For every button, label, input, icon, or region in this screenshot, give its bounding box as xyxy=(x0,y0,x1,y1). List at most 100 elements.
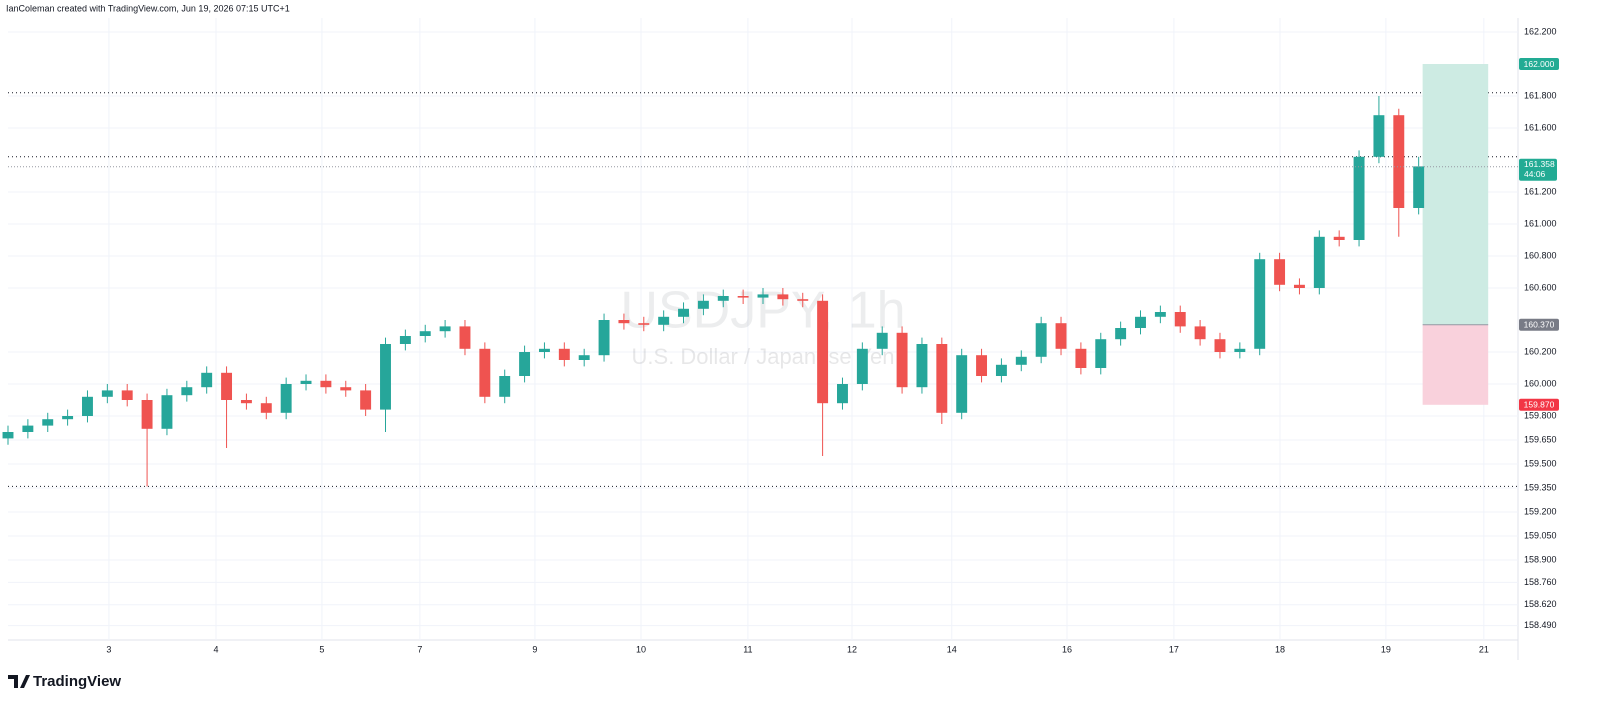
y-tick-label: 159.650 xyxy=(1524,434,1557,444)
candle-body xyxy=(161,395,173,429)
candle-body xyxy=(896,332,908,388)
candle-body xyxy=(459,326,471,349)
y-tick-label: 162.200 xyxy=(1524,26,1557,36)
candle-body xyxy=(837,384,848,404)
x-tick-label: 7 xyxy=(417,644,422,654)
candle-body xyxy=(1015,356,1027,365)
brand: TradingView xyxy=(33,673,121,690)
candle-body xyxy=(1333,236,1345,240)
candle-body xyxy=(717,296,729,301)
candle-body xyxy=(519,352,531,376)
y-tick-label: 159.800 xyxy=(1524,410,1557,420)
candle-body xyxy=(22,425,34,432)
x-tick-label: 21 xyxy=(1479,644,1489,654)
x-tick-label: 5 xyxy=(319,644,324,654)
countdown-label: 44:06 xyxy=(1524,169,1546,179)
candle-body xyxy=(1115,328,1127,340)
candle-body xyxy=(1135,316,1146,328)
profit-zone xyxy=(1422,64,1489,325)
y-tick-label: 158.760 xyxy=(1524,577,1557,587)
candle-body xyxy=(1214,339,1226,352)
candle-body xyxy=(757,294,769,298)
y-tick-label: 158.490 xyxy=(1524,620,1557,630)
candle-body xyxy=(1373,115,1385,157)
y-tick-label: 158.900 xyxy=(1524,554,1557,564)
candle-body xyxy=(1313,236,1325,288)
price-tag-label: 160.370 xyxy=(1524,320,1555,330)
candle-body xyxy=(479,348,491,397)
candle-body xyxy=(240,400,252,404)
candle-body xyxy=(1254,259,1266,349)
candle-body xyxy=(121,390,133,400)
candle-body xyxy=(340,387,352,391)
candle-body xyxy=(260,403,272,413)
candle-body xyxy=(1274,259,1286,285)
candle-body xyxy=(1095,339,1107,368)
y-tick-label: 160.000 xyxy=(1524,378,1557,388)
x-tick-label: 18 xyxy=(1275,644,1285,654)
candle-body xyxy=(1075,348,1087,368)
price-tag xyxy=(1519,58,1559,70)
y-tick-label: 160.200 xyxy=(1524,346,1557,356)
candle-body xyxy=(141,400,153,429)
candle-body xyxy=(876,332,888,349)
y-tick-label: 161.000 xyxy=(1524,218,1557,228)
y-tick-label: 160.600 xyxy=(1524,282,1557,292)
y-tick-label: 159.200 xyxy=(1524,506,1557,516)
last-price-tag xyxy=(1519,158,1557,181)
candle-body xyxy=(1393,115,1405,208)
x-tick-label: 4 xyxy=(214,644,219,654)
candle-body xyxy=(797,299,809,301)
y-tick-label: 161.600 xyxy=(1524,122,1557,132)
y-tick-label: 158.620 xyxy=(1524,599,1557,609)
candle-body xyxy=(42,419,54,426)
candle-body xyxy=(1353,156,1365,240)
candle-body xyxy=(737,296,749,298)
candle-body xyxy=(916,344,928,388)
candle-body xyxy=(618,320,630,324)
candle-body xyxy=(995,364,1007,376)
candle-body xyxy=(638,323,650,325)
candle-body xyxy=(82,396,93,416)
loss-zone xyxy=(1422,324,1489,405)
candle-body xyxy=(936,344,948,413)
logo-icon xyxy=(8,675,30,688)
y-tick-label: 160.800 xyxy=(1524,250,1557,260)
price-tag xyxy=(1519,398,1559,411)
candle-body xyxy=(201,372,213,388)
candle-body xyxy=(1035,323,1047,357)
x-tick-label: 10 xyxy=(636,644,646,654)
candle-body xyxy=(1194,326,1206,340)
candle-body xyxy=(300,380,312,384)
price-tag-label: 159.870 xyxy=(1524,400,1555,410)
candle-body xyxy=(1174,312,1186,327)
x-tick-label: 12 xyxy=(847,644,857,654)
logo: TradingView xyxy=(8,673,121,690)
x-tick-label: 19 xyxy=(1381,644,1391,654)
x-tick-label: 3 xyxy=(106,644,111,654)
candle-body xyxy=(62,416,74,420)
candle-body xyxy=(499,376,511,397)
candle-body xyxy=(399,336,411,344)
y-tick-label: 161.200 xyxy=(1524,186,1557,196)
y-tick-label: 159.350 xyxy=(1524,482,1557,492)
watermark-description: U.S. Dollar / Japanese Yen xyxy=(632,344,895,369)
candle-body xyxy=(320,380,332,388)
y-tick-label: 159.050 xyxy=(1524,530,1557,540)
last-price-label: 161.358 xyxy=(1524,159,1555,169)
candle-body xyxy=(380,344,391,410)
candle-body xyxy=(1293,284,1305,288)
candle-body xyxy=(1055,323,1067,349)
candle-body xyxy=(956,355,968,413)
candle-body xyxy=(419,331,431,336)
candle-body xyxy=(856,348,868,384)
candle-body xyxy=(439,326,451,332)
candle-body xyxy=(976,355,988,376)
price-tag-label: 162.000 xyxy=(1524,59,1555,69)
x-tick-label: 11 xyxy=(743,644,752,654)
candle-body xyxy=(678,308,689,317)
candle-body xyxy=(817,300,829,404)
attribution: IanColeman created with TradingView.com,… xyxy=(6,3,290,13)
